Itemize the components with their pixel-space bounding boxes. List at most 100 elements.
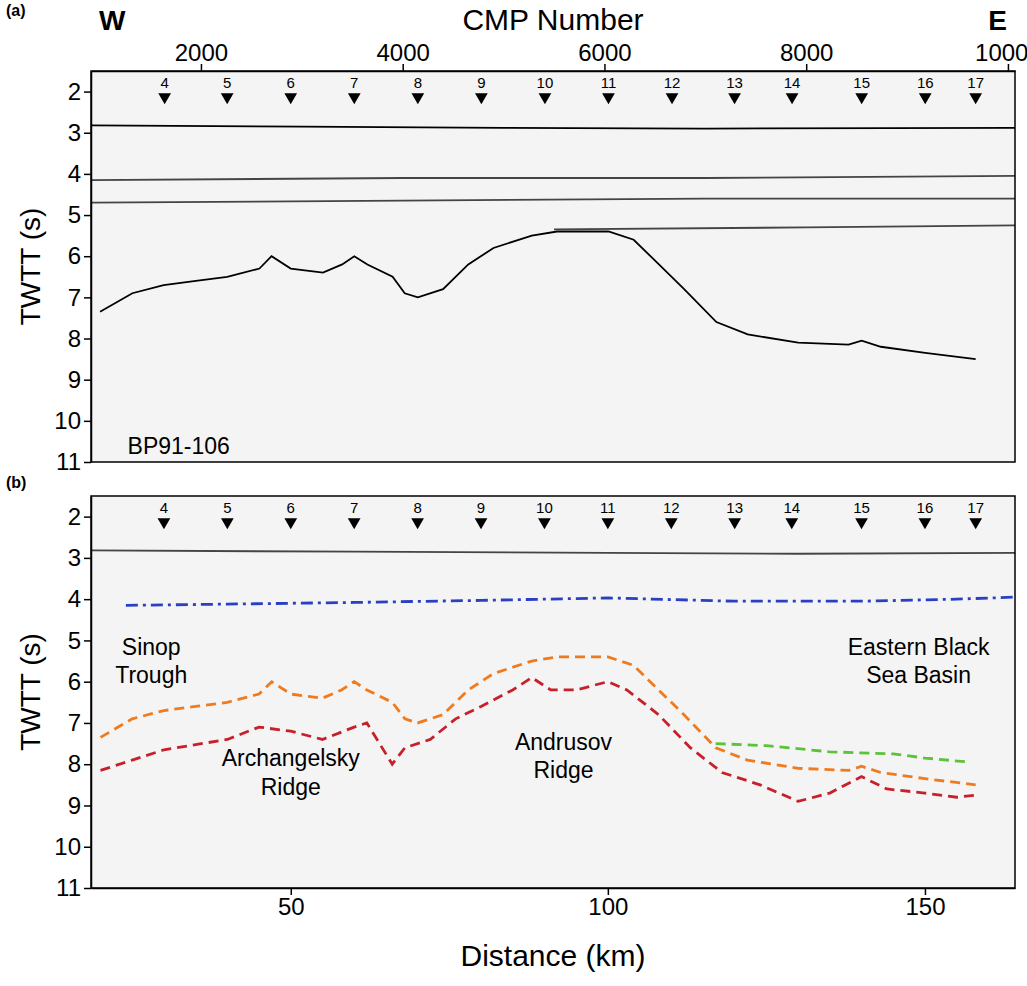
- x-axis: 50100150: [92, 888, 1016, 920]
- y-tick: 10: [54, 407, 91, 434]
- shot-marker-label: 14: [783, 499, 800, 516]
- x-axis: 200040006000800010000: [92, 39, 1027, 72]
- y-tick: 5: [68, 201, 91, 228]
- y-tick-label: 3: [68, 119, 81, 146]
- y-tick: 2: [68, 78, 91, 105]
- shot-marker: [786, 93, 799, 104]
- y-tick-label: 2: [68, 503, 81, 530]
- y-tick-label: 9: [68, 366, 81, 393]
- y-tick-mark: [84, 462, 91, 464]
- side-label: W: [99, 5, 126, 36]
- panel: 50100150234567891011Distance (km)TWTT (s…: [6, 474, 1016, 972]
- y-tick: 4: [68, 160, 91, 187]
- y-tick: 3: [68, 544, 91, 571]
- x-tick: 50: [278, 888, 305, 920]
- shot-marker: [539, 93, 552, 104]
- x-tick: 100: [588, 888, 628, 920]
- y-axis-line: [91, 497, 93, 889]
- shot-marker: [919, 518, 932, 529]
- region-label-line: Trough: [115, 662, 187, 688]
- panel-label: (a): [6, 2, 26, 19]
- y-axis-title: TWTT (s): [15, 633, 46, 751]
- shot-marker-label: 15: [853, 74, 870, 91]
- y-tick-label: 2: [68, 78, 81, 105]
- x-axis-title: Distance (km): [460, 939, 645, 972]
- y-tick-label: 5: [68, 201, 81, 228]
- y-tick: 5: [68, 627, 91, 654]
- y-tick: 3: [68, 119, 91, 146]
- horizon-line: [716, 744, 970, 763]
- shot-marker-label: 8: [413, 499, 421, 516]
- shot-marker-label: 4: [160, 499, 168, 516]
- shot-marker: [158, 518, 171, 529]
- y-tick-label: 9: [68, 792, 81, 819]
- shot-marker: [475, 518, 488, 529]
- horizon-line: [91, 176, 1015, 180]
- region-label-line: Archangelsky: [222, 745, 361, 771]
- y-tick-label: 7: [68, 709, 81, 736]
- shot-marker-label: 13: [726, 74, 743, 91]
- y-tick-label: 3: [68, 544, 81, 571]
- y-tick: 8: [68, 750, 91, 777]
- shot-marker: [728, 93, 741, 104]
- shot-marker-label: 10: [537, 74, 554, 91]
- shot-marker: [475, 93, 488, 104]
- shot-marker-label: 11: [600, 499, 616, 516]
- shot-marker-label: 4: [160, 74, 168, 91]
- shot-marker: [411, 518, 424, 529]
- y-tick-mark: [84, 640, 91, 642]
- shot-marker: [969, 93, 982, 104]
- y-tick-label: 6: [68, 668, 81, 695]
- shot-marker-label: 17: [967, 499, 984, 516]
- shot-marker: [969, 518, 982, 529]
- y-tick-label: 10: [54, 407, 81, 434]
- y-tick: 7: [68, 284, 91, 311]
- plot-background: [91, 496, 1015, 888]
- y-tick-mark: [84, 379, 91, 381]
- horizon-line: [126, 597, 1015, 605]
- side-label: E: [988, 5, 1007, 36]
- y-tick: 9: [68, 366, 91, 393]
- y-tick-label: 11: [56, 874, 81, 901]
- region-label-line: Sinop: [122, 634, 181, 660]
- x-axis-title: CMP Number: [462, 3, 643, 36]
- shot-marker-label: 16: [917, 74, 934, 91]
- shot-marker: [538, 518, 551, 529]
- y-tick-label: 5: [68, 627, 81, 654]
- panel-label: (b): [6, 474, 26, 491]
- region-label-line: Andrusov: [515, 729, 613, 755]
- y-tick-mark: [84, 91, 91, 93]
- region-label: Eastern BlackSea Basin: [848, 634, 990, 689]
- region-label-line: Ridge: [533, 757, 593, 783]
- shot-marker: [919, 93, 932, 104]
- x-tick-label: 2000: [175, 39, 228, 66]
- y-tick-mark: [84, 558, 91, 560]
- shot-marker: [284, 93, 297, 104]
- y-tick: 9: [68, 792, 91, 819]
- y-tick: 10: [54, 833, 91, 860]
- y-tick-label: 10: [54, 833, 81, 860]
- shot-marker-label: 9: [477, 74, 485, 91]
- y-tick-mark: [84, 599, 91, 601]
- shot-marker-label: 5: [223, 499, 231, 516]
- y-tick-mark: [84, 846, 91, 848]
- shot-marker: [665, 518, 678, 529]
- shot-marker-label: 12: [664, 74, 681, 91]
- shot-marker: [728, 518, 741, 529]
- shot-marker: [221, 518, 234, 529]
- x-tick-label: 10000: [975, 39, 1027, 66]
- y-tick: 6: [68, 242, 91, 269]
- y-tick-label: 4: [68, 585, 81, 612]
- horizon-line: [91, 550, 1015, 553]
- shot-marker: [855, 93, 868, 104]
- shot-marker-label: 6: [287, 74, 295, 91]
- shot-marker: [785, 518, 798, 529]
- shot-marker-label: 9: [477, 499, 485, 516]
- x-tick-label: 50: [278, 893, 305, 920]
- shot-marker-label: 6: [287, 499, 295, 516]
- shot-marker: [221, 93, 234, 104]
- x-tick: 4000: [377, 39, 430, 71]
- y-tick: 6: [68, 668, 91, 695]
- figure: 200040006000800010000234567891011CMP Num…: [0, 0, 1027, 986]
- y-tick-mark: [84, 681, 91, 683]
